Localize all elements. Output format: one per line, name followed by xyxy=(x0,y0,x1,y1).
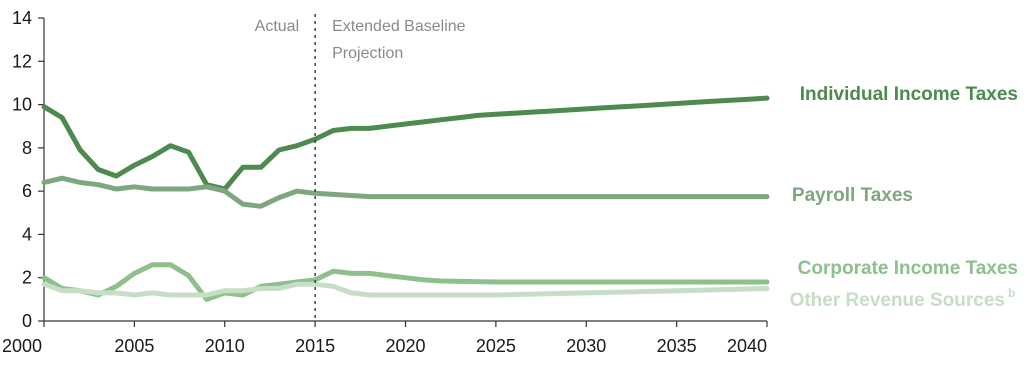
x-tick-label: 2010 xyxy=(205,336,245,356)
series-label-other-revenue-sources: Other Revenue Sources xyxy=(790,290,1005,311)
series-label-payroll-taxes: Payroll Taxes xyxy=(792,185,913,206)
projection-label-line1: Extended Baseline xyxy=(332,18,466,35)
x-tick-label: 2025 xyxy=(476,336,516,356)
actual-label: Actual xyxy=(255,18,299,35)
x-tick-label: 2040 xyxy=(727,336,767,356)
x-tick-label: 2005 xyxy=(114,336,154,356)
axes: 0 2 4 6 8 10 12 14 2000 2005 2010 2015 2020 2025 2030 2… xyxy=(2,8,768,356)
series-lines xyxy=(41,95,770,302)
series-line-payroll-taxes xyxy=(41,175,770,209)
x-tick-label: 2000 xyxy=(2,336,42,356)
y-tick-label: 2 xyxy=(22,268,32,288)
series-label-individual-income-taxes: Individual Income Taxes xyxy=(800,84,1018,105)
projection-label-line2: Projection xyxy=(332,45,403,62)
y-tick-label: 12 xyxy=(12,51,32,71)
series-line-individual-income-taxes xyxy=(41,95,770,192)
annotations: Actual Extended Baseline Projection xyxy=(255,14,466,321)
y-tick-label: 0 xyxy=(22,311,32,331)
series-line-corporate-income-taxes xyxy=(41,262,770,302)
series-line-other-revenue-sources xyxy=(41,281,770,298)
y-tick-label: 4 xyxy=(22,224,32,244)
y-tick-label: 6 xyxy=(22,181,32,201)
x-tick-label: 2030 xyxy=(566,336,606,356)
x-tick-label: 2015 xyxy=(295,336,335,356)
series-label-footnote: b xyxy=(1008,286,1015,300)
x-tick-label: 2035 xyxy=(657,336,697,356)
y-tick-label: 10 xyxy=(12,95,32,115)
series-labels: Individual Income Taxes Payroll Taxes Corp… xyxy=(790,84,1018,311)
series-label-corporate-income-taxes: Corporate Income Taxes xyxy=(798,258,1018,279)
y-tick-label: 8 xyxy=(22,138,32,158)
y-tick-label: 14 xyxy=(12,8,32,28)
x-tick-label: 2020 xyxy=(385,336,425,356)
